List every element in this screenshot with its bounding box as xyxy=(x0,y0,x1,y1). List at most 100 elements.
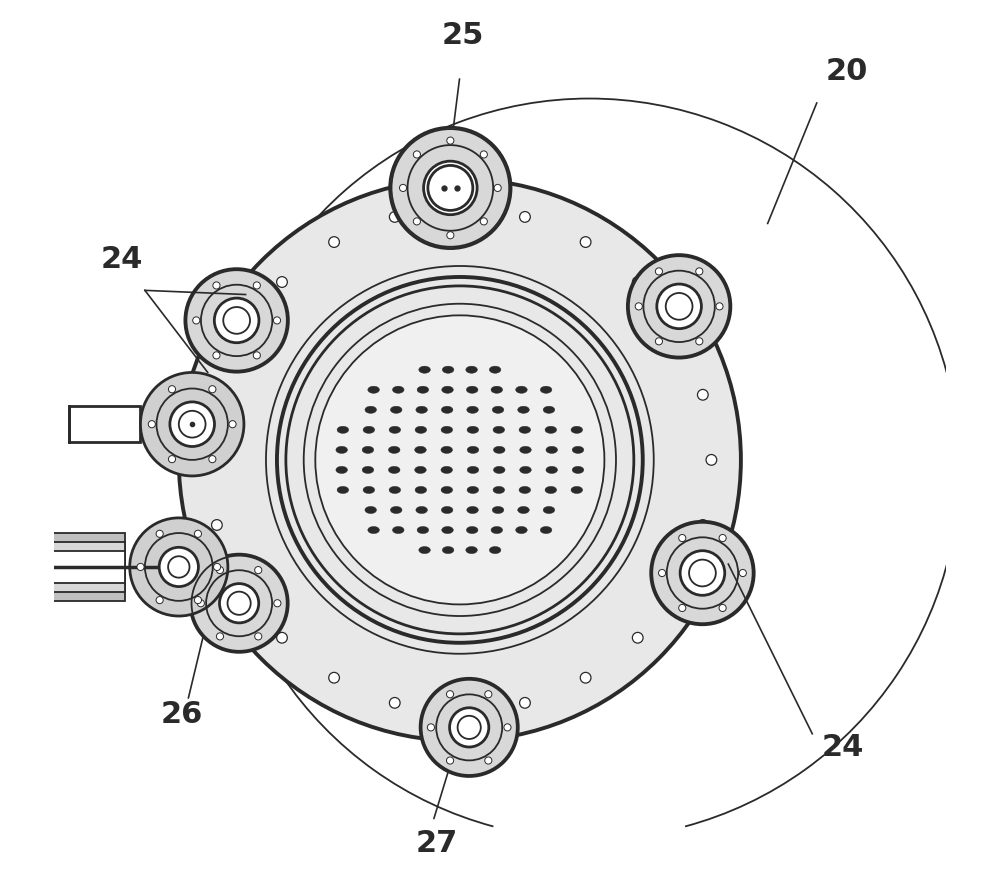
Circle shape xyxy=(672,580,683,591)
Circle shape xyxy=(213,283,220,290)
Ellipse shape xyxy=(337,426,349,434)
Ellipse shape xyxy=(337,487,349,494)
Ellipse shape xyxy=(518,407,529,414)
Circle shape xyxy=(148,421,155,428)
Ellipse shape xyxy=(419,547,430,554)
Ellipse shape xyxy=(493,487,505,494)
Bar xyxy=(49,552,125,584)
Ellipse shape xyxy=(540,387,552,394)
Ellipse shape xyxy=(493,426,505,434)
Ellipse shape xyxy=(467,507,478,514)
Ellipse shape xyxy=(388,447,400,454)
Circle shape xyxy=(253,283,260,290)
Ellipse shape xyxy=(540,527,552,534)
Circle shape xyxy=(219,584,259,623)
Ellipse shape xyxy=(388,467,400,474)
Bar xyxy=(49,543,125,592)
Ellipse shape xyxy=(389,426,401,434)
Ellipse shape xyxy=(368,387,379,394)
Circle shape xyxy=(273,317,281,325)
Circle shape xyxy=(485,757,492,764)
Ellipse shape xyxy=(365,507,377,514)
Ellipse shape xyxy=(493,447,505,454)
Circle shape xyxy=(632,277,643,288)
Text: 24: 24 xyxy=(100,244,143,274)
Circle shape xyxy=(697,390,708,401)
Ellipse shape xyxy=(415,426,427,434)
Circle shape xyxy=(427,724,434,731)
Circle shape xyxy=(679,604,686,611)
Ellipse shape xyxy=(518,507,529,514)
Ellipse shape xyxy=(571,487,583,494)
Circle shape xyxy=(185,269,288,373)
Ellipse shape xyxy=(390,407,402,414)
Ellipse shape xyxy=(336,467,348,474)
Ellipse shape xyxy=(441,467,453,474)
Circle shape xyxy=(655,268,662,275)
Circle shape xyxy=(223,308,250,334)
Circle shape xyxy=(253,352,260,359)
Circle shape xyxy=(214,564,221,571)
Text: 27: 27 xyxy=(415,828,457,857)
Ellipse shape xyxy=(543,407,555,414)
Circle shape xyxy=(214,299,259,343)
Ellipse shape xyxy=(571,426,583,434)
Ellipse shape xyxy=(520,447,531,454)
Ellipse shape xyxy=(336,447,348,454)
Circle shape xyxy=(635,303,642,310)
Ellipse shape xyxy=(466,547,477,554)
Circle shape xyxy=(389,697,400,708)
Ellipse shape xyxy=(491,527,503,534)
Circle shape xyxy=(197,600,204,607)
Circle shape xyxy=(480,218,487,225)
Ellipse shape xyxy=(519,426,531,434)
Ellipse shape xyxy=(363,426,375,434)
Circle shape xyxy=(672,329,683,340)
Circle shape xyxy=(680,551,725,595)
Ellipse shape xyxy=(392,527,404,534)
Ellipse shape xyxy=(415,447,426,454)
Circle shape xyxy=(190,554,288,653)
Circle shape xyxy=(480,152,487,159)
Text: 26: 26 xyxy=(161,699,203,728)
Circle shape xyxy=(193,317,200,325)
Circle shape xyxy=(237,329,247,340)
Circle shape xyxy=(706,455,717,466)
Ellipse shape xyxy=(519,487,531,494)
Circle shape xyxy=(520,697,530,708)
Circle shape xyxy=(216,633,224,640)
Ellipse shape xyxy=(441,407,453,414)
Ellipse shape xyxy=(417,527,429,534)
Ellipse shape xyxy=(416,407,427,414)
Ellipse shape xyxy=(520,467,531,474)
Ellipse shape xyxy=(362,447,374,454)
Circle shape xyxy=(520,212,530,223)
Circle shape xyxy=(255,567,262,574)
Circle shape xyxy=(389,212,400,223)
Circle shape xyxy=(659,569,666,577)
Circle shape xyxy=(228,592,251,615)
Circle shape xyxy=(194,531,202,538)
Text: 20: 20 xyxy=(826,57,868,86)
Ellipse shape xyxy=(365,407,377,414)
Ellipse shape xyxy=(572,467,584,474)
Ellipse shape xyxy=(493,467,505,474)
Circle shape xyxy=(428,166,473,211)
Ellipse shape xyxy=(392,387,404,394)
Ellipse shape xyxy=(442,527,453,534)
Ellipse shape xyxy=(390,507,402,514)
Ellipse shape xyxy=(466,367,477,374)
Ellipse shape xyxy=(516,527,527,534)
Circle shape xyxy=(216,567,224,574)
Circle shape xyxy=(504,724,511,731)
Circle shape xyxy=(156,597,163,604)
Ellipse shape xyxy=(466,527,478,534)
Circle shape xyxy=(420,679,518,777)
Circle shape xyxy=(413,152,420,159)
Ellipse shape xyxy=(492,407,504,414)
Bar xyxy=(49,534,125,601)
Circle shape xyxy=(255,633,262,640)
Ellipse shape xyxy=(466,387,478,394)
Circle shape xyxy=(454,706,465,717)
Circle shape xyxy=(168,557,190,578)
